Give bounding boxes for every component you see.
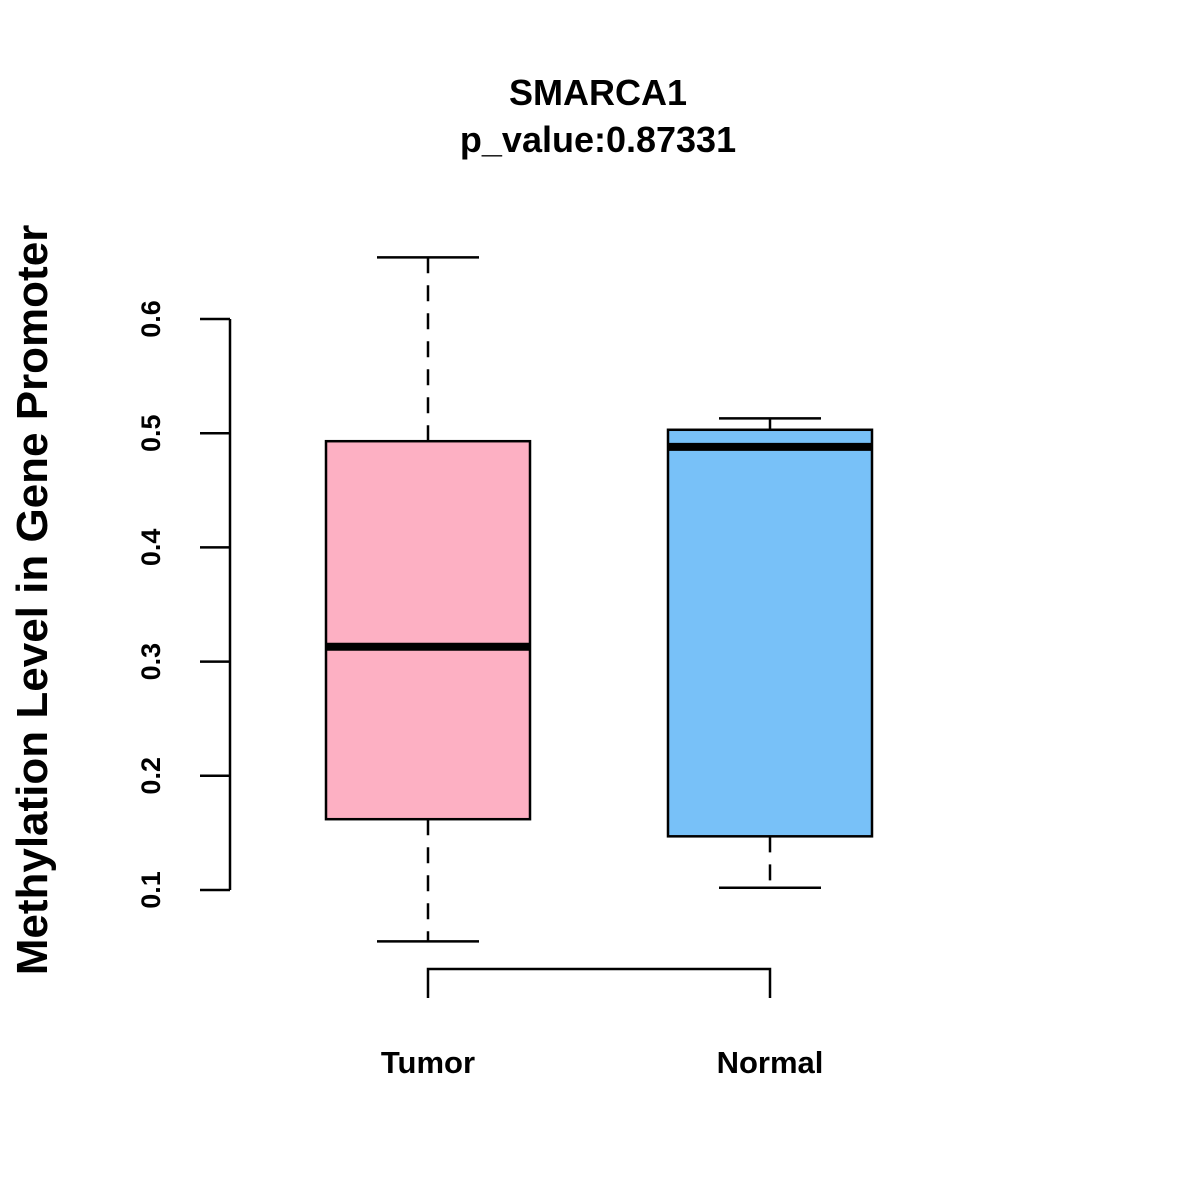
y-axis-label: Methylation Level in Gene Promoter [8, 225, 57, 976]
y-tick-label: 0.6 [136, 300, 166, 338]
box-series [324, 256, 874, 943]
chart-subtitle: p_value:0.87331 [460, 119, 736, 160]
y-tick-label: 0.1 [136, 871, 166, 909]
y-tick-label: 0.2 [136, 757, 166, 795]
box-normal [666, 417, 874, 889]
y-tick-label: 0.5 [136, 414, 166, 452]
x-category-label: Normal [717, 1045, 824, 1080]
x-category-label: Tumor [381, 1045, 475, 1080]
x-axis-labels: Tumor Normal [381, 1045, 823, 1080]
box-tumor [324, 256, 532, 943]
y-axis: 0.1 0.2 0.3 0.4 0.5 0.6 [136, 300, 232, 909]
y-tick-label: 0.3 [136, 643, 166, 681]
iqr-box [666, 428, 874, 838]
iqr-box [324, 439, 532, 821]
chart-title: SMARCA1 [509, 72, 687, 113]
bracket-line [426, 967, 772, 998]
comparison-bracket [426, 967, 772, 998]
y-tick-label: 0.4 [136, 529, 166, 567]
